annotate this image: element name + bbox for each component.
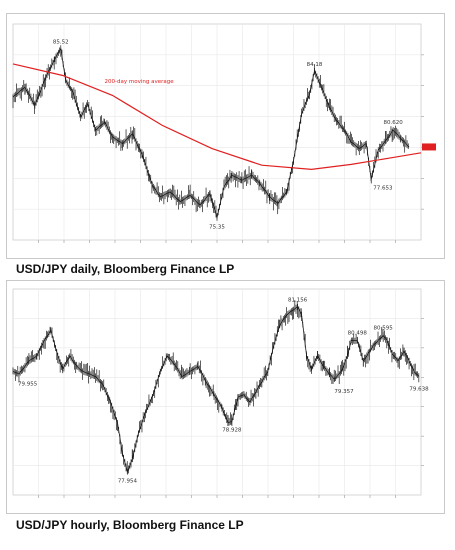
data-label: 77.954 xyxy=(118,479,138,485)
data-label: 200-day moving average xyxy=(105,79,175,85)
daily-chart-caption: USD/JPY daily, Bloomberg Finance LP xyxy=(16,262,235,276)
data-label: 75.35 xyxy=(209,225,225,231)
data-label: 81.156 xyxy=(288,298,308,304)
data-label: 85.52 xyxy=(53,40,69,46)
price-bars xyxy=(12,300,420,475)
data-label: 78.928 xyxy=(222,427,242,433)
hourly-chart-caption: USD/JPY hourly, Bloomberg Finance LP xyxy=(16,518,244,532)
hourly-chart: 81.156 79.955 77.954 78.928 80.498 80.595 79.3… xyxy=(12,288,429,498)
data-label: 79.955 xyxy=(18,381,38,387)
moving-average-line xyxy=(12,63,422,171)
data-label: 80.595 xyxy=(374,325,394,331)
daily-chart-panel: 85.52 200-day moving average 75.35 84.18 77.… xyxy=(6,13,445,259)
data-label: 79.357 xyxy=(334,389,354,395)
hourly-chart-panel: 81.156 79.955 77.954 78.928 80.498 80.595 79.3… xyxy=(6,280,445,514)
price-line xyxy=(12,47,410,220)
data-label: 80.620 xyxy=(384,120,404,126)
data-label: 77.653 xyxy=(373,185,393,191)
data-label: 79.638 xyxy=(409,387,429,393)
data-label: 84.18 xyxy=(307,62,323,68)
data-label: 80.498 xyxy=(348,331,368,337)
daily-chart: 85.52 200-day moving average 75.35 84.18 77.… xyxy=(12,23,436,243)
current-price-badge xyxy=(422,143,436,151)
price-line xyxy=(12,306,420,473)
